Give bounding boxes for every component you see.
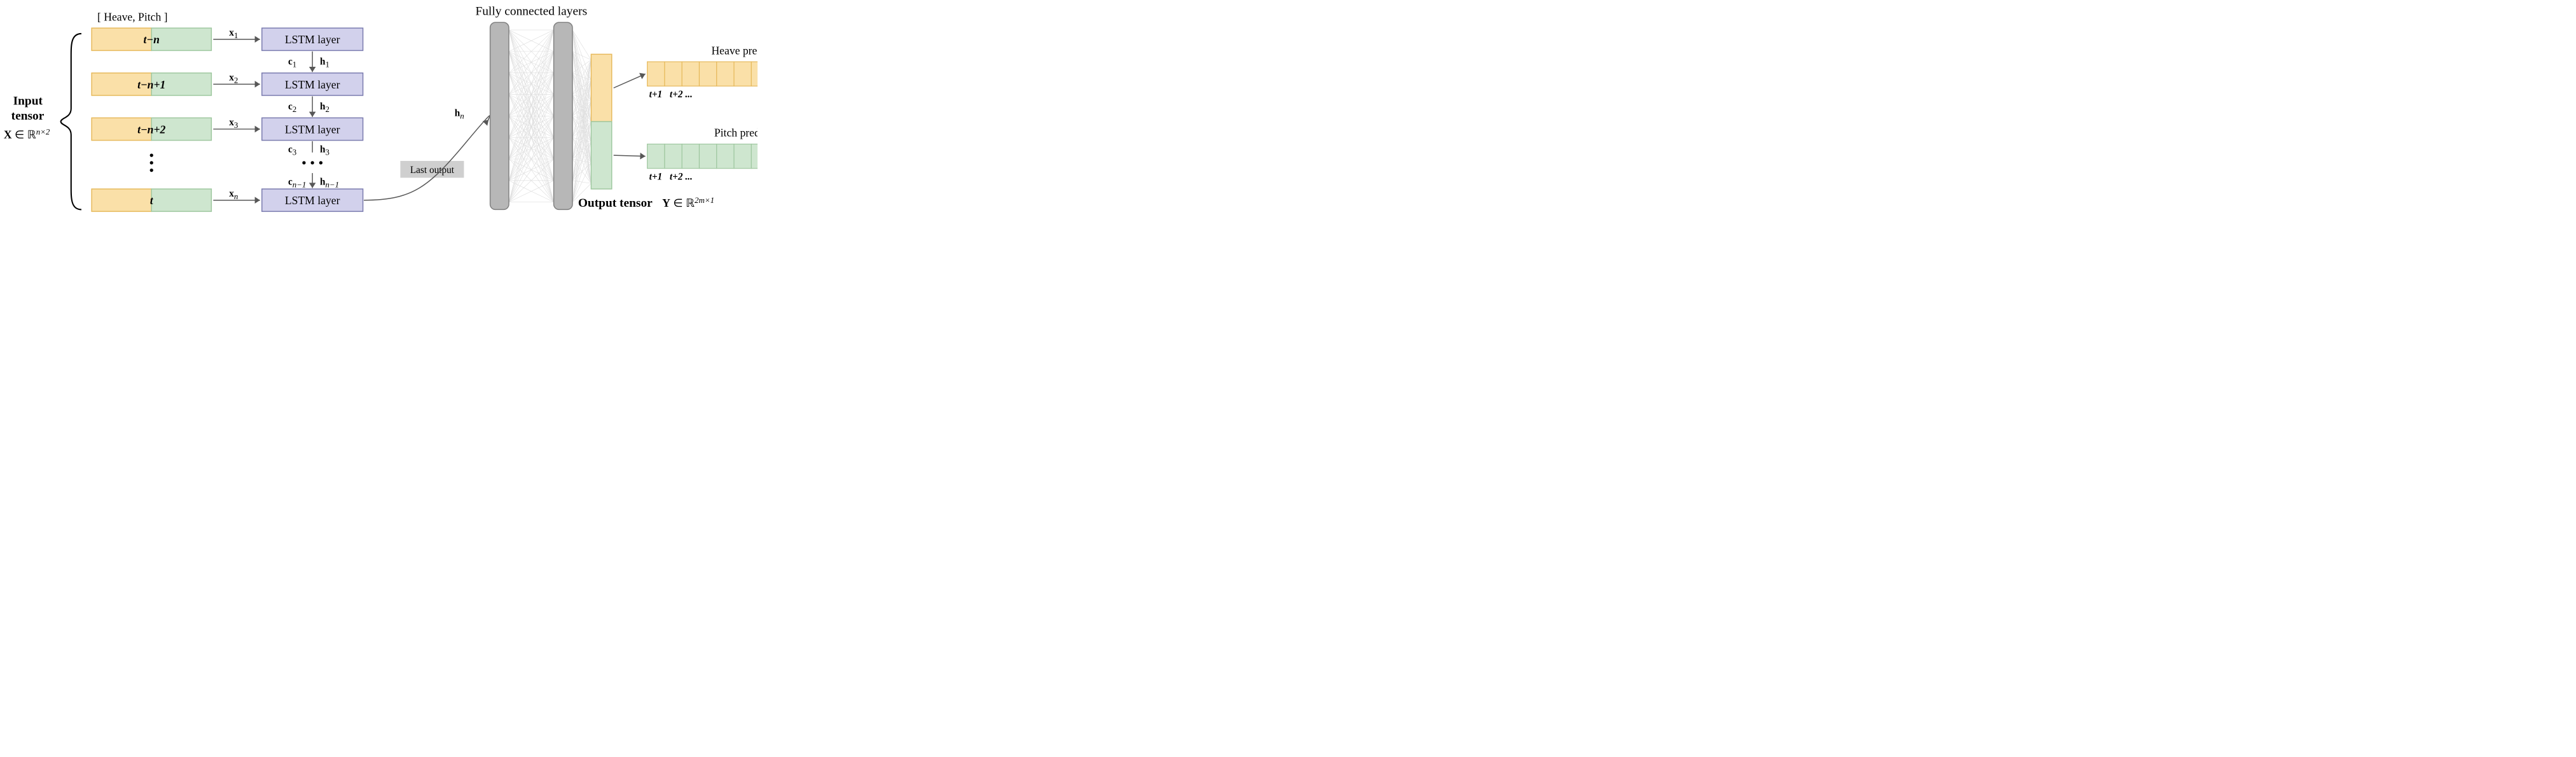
pitch-predict-cell <box>717 144 734 168</box>
heave-predict-cell <box>751 62 758 86</box>
c-label: cn−1 <box>288 176 306 189</box>
h-label: h1 <box>320 56 329 69</box>
pitch-predict-cell <box>734 144 751 168</box>
pitch-predict-idx: t+2 ... <box>670 171 693 182</box>
arrowhead <box>255 81 260 88</box>
timestep-label: t−n <box>144 33 160 46</box>
arrowhead <box>255 36 260 43</box>
fc-title: Fully connected layers <box>475 5 587 18</box>
x-label: x3 <box>229 117 238 130</box>
pitch-predict-idx: t+1 <box>649 171 663 182</box>
brace <box>61 34 81 209</box>
h-label: hn−1 <box>320 176 339 189</box>
fc-connections <box>509 30 591 202</box>
c-label: c2 <box>288 101 296 114</box>
pitch-predict-cell <box>665 144 682 168</box>
heave-pitch-header: [ Heave, Pitch ] <box>97 10 168 23</box>
input-heave-cell <box>92 28 151 50</box>
heave-predict-cell <box>647 62 665 86</box>
heave-predict-idx: t+1 <box>649 89 663 100</box>
hn-curve <box>364 116 490 200</box>
pitch-predict-title: Pitch predict <box>714 127 758 139</box>
input-tensor-math: X ∈ ℝn×2 <box>4 127 50 141</box>
heave-predict-cell <box>717 62 734 86</box>
input-pitch-cell <box>151 28 211 50</box>
output-tensor-label: Output tensor <box>578 197 653 210</box>
input-pitch-cell <box>151 189 211 211</box>
lstm-layer-label: LSTM layer <box>285 78 340 91</box>
h-label: h3 <box>320 144 329 157</box>
arrowhead <box>483 120 489 126</box>
arrowhead <box>255 126 260 133</box>
pitch-predict-cell <box>647 144 665 168</box>
input-tensor-label: Input <box>13 95 43 108</box>
output-bar-pitch <box>591 122 611 189</box>
arrowhead <box>640 153 645 160</box>
arrowhead <box>255 197 260 204</box>
pitch-predict-cell <box>751 144 758 168</box>
arrowhead <box>309 183 316 188</box>
c-label: c3 <box>288 144 296 157</box>
lstm-layer-label: LSTM layer <box>285 33 340 46</box>
heave-predict-cell <box>665 62 682 86</box>
ellipsis-dot <box>150 153 153 156</box>
fc-layer-2 <box>554 22 572 209</box>
last-output-label: Last output <box>410 165 455 176</box>
lstm-layer-label: LSTM layer <box>285 123 340 135</box>
ellipsis-dot <box>302 161 305 164</box>
arrowhead <box>309 112 316 117</box>
pitch-predict-cell <box>699 144 716 168</box>
output-bar-heave <box>591 54 611 122</box>
timestep-label: t−n+1 <box>137 78 165 91</box>
pitch-predict-cell <box>682 144 699 168</box>
ellipsis-dot <box>150 169 153 172</box>
output-tensor-math: Y ∈ ℝ2m×1 <box>662 195 714 209</box>
input-tensor-label: tensor <box>11 109 45 123</box>
h-label: h2 <box>320 101 329 114</box>
lstm-layer-label: LSTM layer <box>285 194 340 207</box>
architecture-diagram: Inputtensor X ∈ ℝn×2 [ Heave, Pitch ] t−n x1… <box>0 0 758 223</box>
x-label: x2 <box>229 72 238 85</box>
heave-predict-cell <box>682 62 699 86</box>
timestep-label: t−n+2 <box>137 123 165 135</box>
x-label: x1 <box>229 27 238 40</box>
ellipsis-dot <box>311 161 314 164</box>
ellipsis-dot <box>150 161 153 164</box>
heave-predict-title: Heave predict <box>711 44 758 57</box>
ellipsis-dot <box>319 161 322 164</box>
c-label: c1 <box>288 56 296 69</box>
x-label: xn <box>229 188 238 201</box>
heave-predict-cell <box>699 62 716 86</box>
input-heave-cell <box>92 189 151 211</box>
hn-label: hn <box>455 108 464 120</box>
fc-layer-1 <box>490 22 509 209</box>
heave-predict-idx: t+2 ... <box>670 89 693 100</box>
arrowhead <box>309 67 316 72</box>
heave-predict-cell <box>734 62 751 86</box>
